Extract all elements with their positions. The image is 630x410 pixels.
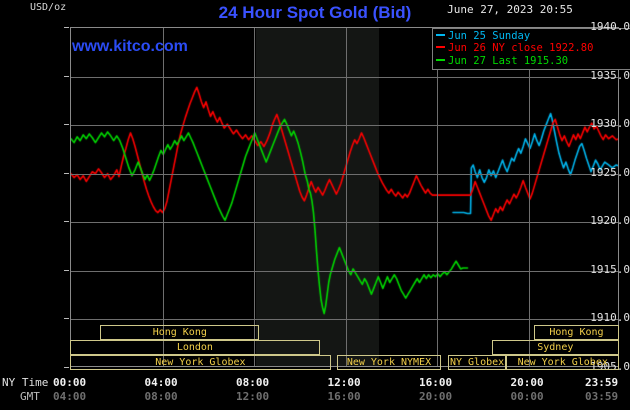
x-axis-ny-tick-label: 12:00 xyxy=(327,376,361,389)
y-axis-tick-label: 1910.0 xyxy=(590,311,630,325)
gridline-vertical xyxy=(437,28,438,366)
legend-label: Jun 25 Sunday xyxy=(448,30,531,42)
x-axis-ny-tick-label: 04:00 xyxy=(144,376,178,389)
gridline-horizontal xyxy=(71,222,618,224)
legend-item-2: Jun 27 Last 1915.30 xyxy=(436,55,628,67)
legend-swatch-icon xyxy=(436,58,445,61)
y-axis-tick-label: 1930.0 xyxy=(590,117,630,131)
session-bar: New York NYMEX xyxy=(337,355,441,370)
timestamp: June 27, 2023 20:55 xyxy=(447,3,573,16)
legend-label: Jun 26 NY close 1922.80 xyxy=(448,42,594,55)
session-bar: NY Globex xyxy=(447,355,507,370)
x-axis-ny-tick-label: 00:00 xyxy=(53,376,87,389)
y-axis-tick-label: 1915.0 xyxy=(590,262,630,276)
x-axis-gmt-tick-label: 16:00 xyxy=(327,390,361,403)
chart-plot-area xyxy=(70,27,619,367)
y-axis-tick-mark xyxy=(64,367,69,368)
x-axis-gmt-tick-label: 03:59 xyxy=(585,390,619,403)
kitco-watermark: www.kitco.com xyxy=(72,38,188,55)
x-axis-gmt-tick-label: 20:00 xyxy=(419,390,453,403)
session-bar: Sydney xyxy=(491,340,619,355)
y-axis-tick-label: 1920.0 xyxy=(590,214,630,228)
y-axis-unit-label: USD/oz xyxy=(30,2,67,13)
y-axis-tick-mark xyxy=(64,318,69,320)
gridline-vertical xyxy=(346,28,347,366)
legend-swatch-icon xyxy=(436,34,445,36)
gridline-vertical xyxy=(254,28,255,366)
gridline-horizontal xyxy=(71,76,618,78)
session-bar: New York Globex xyxy=(506,355,619,370)
page-title: 24 Hour Spot Gold (Bid) xyxy=(218,3,412,22)
x-axis-gmt-tick-label: 00:00 xyxy=(510,390,544,403)
y-axis-tick-mark xyxy=(64,124,69,126)
y-axis-tick-mark xyxy=(64,269,69,271)
price-series-canvas xyxy=(71,28,618,366)
y-axis-tick-mark xyxy=(64,172,69,174)
gridline-horizontal xyxy=(71,270,618,272)
ny-time-row-label: NY Time xyxy=(2,376,49,389)
legend: Jun 25 Sunday Jun 26 NY close 1922.80 Ju… xyxy=(432,28,630,71)
legend-swatch-icon xyxy=(436,46,445,49)
x-axis-gmt-tick-label: 08:00 xyxy=(144,390,178,403)
y-axis-tick-label: 1940.0 xyxy=(590,20,630,33)
x-axis-gmt-tick-label: 04:00 xyxy=(53,390,87,403)
gridline-horizontal xyxy=(71,319,618,321)
x-axis-ny-tick-label: 16:00 xyxy=(419,376,453,389)
legend-label: Jun 27 Last 1915.30 xyxy=(448,54,569,67)
gmt-row-label: GMT xyxy=(20,390,40,403)
x-axis-ny-tick-label: 20:00 xyxy=(510,376,544,389)
x-axis-ny-tick-label: 08:00 xyxy=(236,376,270,389)
y-axis-tick-label: 1925.0 xyxy=(590,165,630,179)
y-axis-tick-mark xyxy=(64,75,69,77)
gridline-horizontal xyxy=(71,173,618,175)
legend-item-0: Jun 25 Sunday xyxy=(436,30,628,42)
y-axis-tick-label: 1935.0 xyxy=(590,68,630,82)
gridline-horizontal xyxy=(71,125,618,127)
session-bar: Hong Kong xyxy=(100,325,260,340)
session-bar: New York Globex xyxy=(70,355,331,370)
legend-item-1: Jun 26 NY close 1922.80 xyxy=(436,42,628,54)
x-axis-gmt-tick-label: 12:00 xyxy=(236,390,270,403)
gridline-vertical xyxy=(163,28,164,366)
y-axis-tick-mark xyxy=(64,27,69,28)
session-bar: Hong Kong xyxy=(533,325,619,340)
y-axis-tick-mark xyxy=(64,221,69,223)
session-bar: London xyxy=(70,340,320,355)
x-axis-ny-tick-label: 23:59 xyxy=(585,376,619,389)
gridline-vertical xyxy=(529,28,530,366)
